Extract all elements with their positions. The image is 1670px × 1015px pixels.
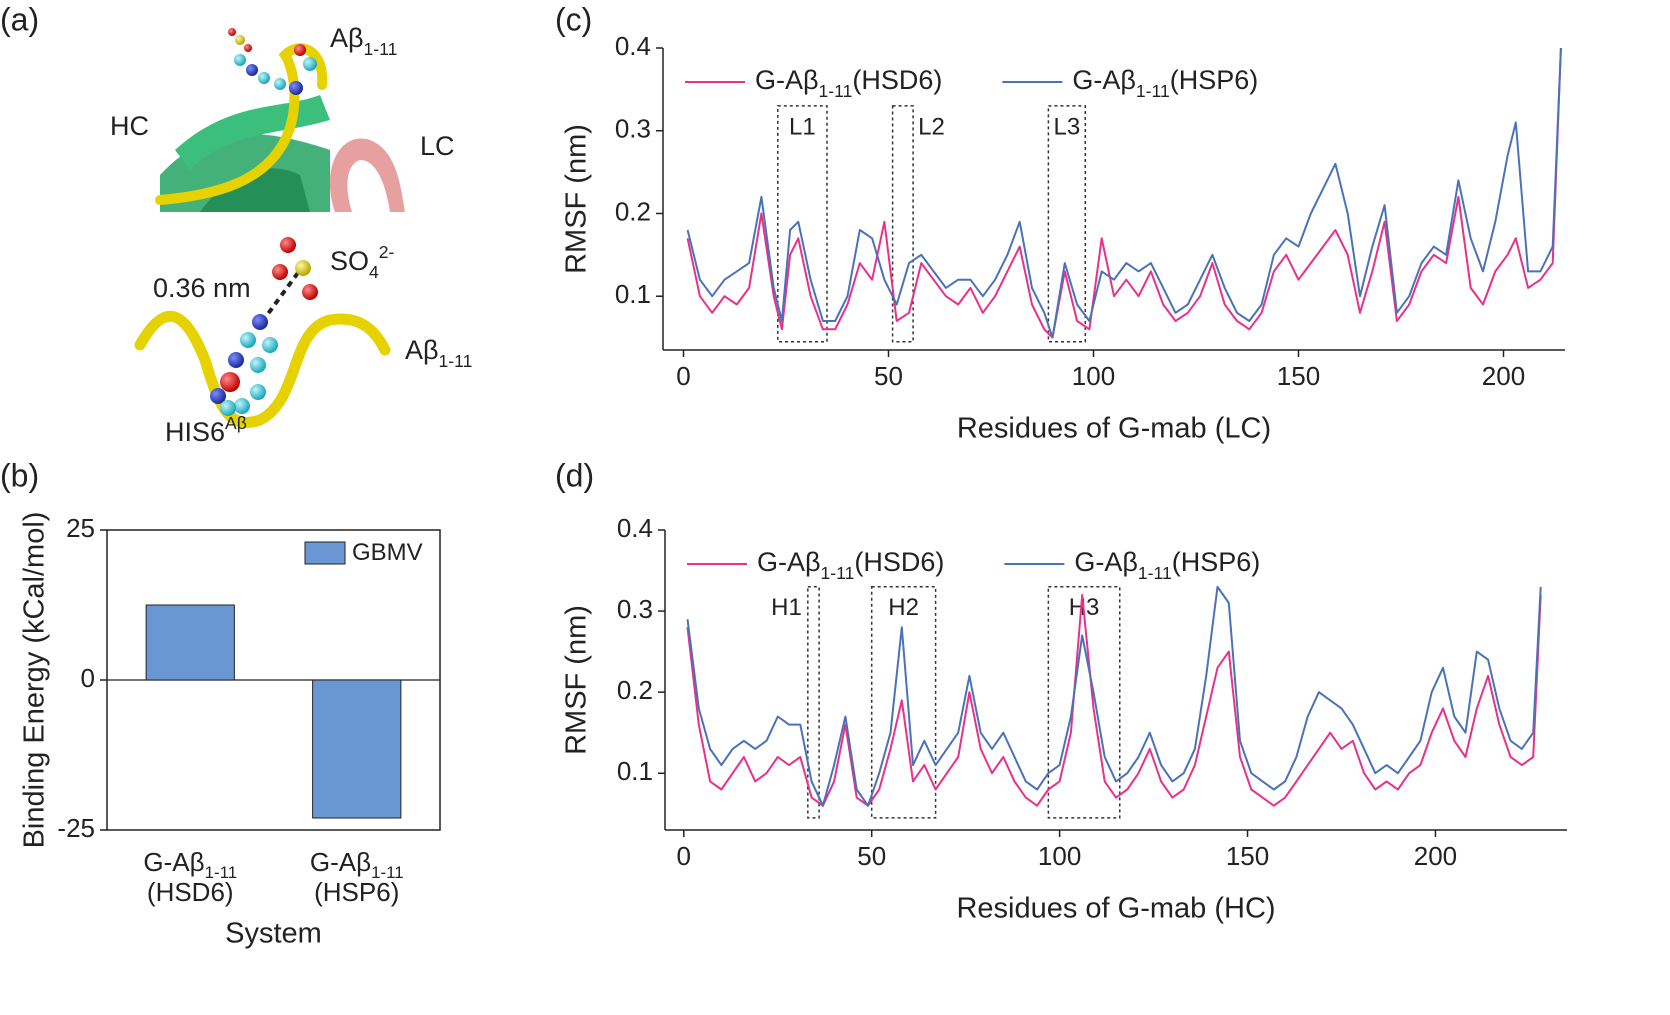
x-tick-label-part: G-Aβ bbox=[143, 847, 204, 877]
structure-label-part: HIS6 bbox=[165, 417, 225, 447]
region-label: H1 bbox=[771, 594, 802, 621]
x-tick-label: 200 bbox=[1414, 841, 1457, 871]
y-tick-label: 0.4 bbox=[617, 513, 653, 543]
region-label: L2 bbox=[918, 113, 945, 140]
x-tick-label: 0 bbox=[676, 361, 690, 391]
y-tick-label: 0.2 bbox=[617, 675, 653, 705]
legend-label-part: G-Aβ bbox=[1072, 65, 1136, 95]
y-tick-label: 0.1 bbox=[617, 756, 653, 786]
panel-label: (b) bbox=[0, 457, 39, 493]
x-axis-title: Residues of G-mab (LC) bbox=[957, 413, 1271, 445]
y-axis-title: RMSF (nm) bbox=[561, 124, 593, 274]
structure-label: HC bbox=[110, 111, 149, 141]
y-tick-label: 0.4 bbox=[615, 31, 651, 61]
region-box bbox=[891, 105, 914, 343]
structure-label: SO42- bbox=[330, 242, 395, 282]
x-tick-label: 0 bbox=[677, 841, 691, 871]
legend-label-part: GBMV bbox=[352, 539, 423, 566]
x-tick-label: 50 bbox=[857, 841, 886, 871]
rmsf-line bbox=[686, 47, 1562, 339]
y-tick-label: -25 bbox=[57, 813, 95, 843]
plot-lines bbox=[686, 585, 1542, 807]
x-tick-label: 100 bbox=[1038, 841, 1081, 871]
bar bbox=[145, 604, 235, 681]
region-box bbox=[870, 586, 937, 819]
plot-lines bbox=[686, 47, 1562, 339]
y-axis-title: RMSF (nm) bbox=[561, 605, 593, 755]
panel-label: (a) bbox=[0, 1, 39, 37]
structure-label-part: 2- bbox=[379, 242, 395, 262]
legend-label-part: 1-11 bbox=[821, 563, 855, 583]
structure-label-part: Aβ bbox=[225, 413, 247, 433]
structure-label-part: SO bbox=[330, 246, 369, 276]
structure-label-part: 4 bbox=[369, 262, 379, 282]
structure-label-part: Aβ bbox=[330, 23, 364, 53]
structure-label-part: 1-11 bbox=[364, 39, 398, 59]
region-box bbox=[777, 105, 828, 343]
x-tick-label: 100 bbox=[1072, 361, 1115, 391]
structure-label-part: 1-11 bbox=[439, 351, 473, 371]
x-axis-title: System bbox=[225, 918, 322, 950]
y-tick-label: 0.3 bbox=[617, 594, 653, 624]
structure-label-part: Aβ bbox=[405, 335, 439, 365]
y-tick-label: 0.3 bbox=[615, 114, 651, 144]
legend-label-part: (HSP6) bbox=[1170, 65, 1259, 95]
bar bbox=[312, 679, 402, 819]
legend-swatch bbox=[304, 541, 346, 565]
legend-label: G-Aβ1-11(HSP6) bbox=[1074, 547, 1260, 583]
x-tick-label-part: G-Aβ bbox=[310, 847, 371, 877]
x-tick-label: 50 bbox=[874, 361, 903, 391]
structure-label: HIS6Aβ bbox=[165, 413, 247, 447]
legend-label: G-Aβ1-11(HSP6) bbox=[1072, 65, 1258, 101]
legend-label-part: (HSD6) bbox=[852, 65, 942, 95]
rmsf-line bbox=[686, 47, 1562, 339]
legend-label: G-Aβ1-11(HSD6) bbox=[755, 65, 942, 101]
legend-label-part: G-Aβ bbox=[757, 547, 821, 577]
legend-label-part: 1-11 bbox=[1138, 563, 1172, 583]
region-box bbox=[1047, 105, 1087, 343]
structure-label-part: LC bbox=[420, 131, 455, 161]
x-tick-label: G-Aβ1-11 bbox=[143, 847, 237, 882]
legend-label-part: G-Aβ bbox=[755, 65, 819, 95]
x-tick-label-part: 1-11 bbox=[205, 863, 238, 882]
panel-label: (d) bbox=[555, 457, 594, 493]
structure-label-part: 0.36 nm bbox=[153, 273, 251, 303]
x-tick-label: 150 bbox=[1277, 361, 1320, 391]
x-tick-label: (HSD6) bbox=[147, 877, 234, 907]
structure-label: Aβ1-11 bbox=[405, 335, 472, 371]
structure-top bbox=[155, 28, 405, 212]
region-box bbox=[1047, 586, 1121, 819]
structure-label-part: HC bbox=[110, 111, 149, 141]
x-tick-label: G-Aβ1-11 bbox=[310, 847, 404, 882]
legend-label-part: (HSD6) bbox=[854, 547, 944, 577]
x-tick-label: 200 bbox=[1482, 361, 1525, 391]
y-tick-label: 0.2 bbox=[615, 196, 651, 226]
x-axis-title: Residues of G-mab (HC) bbox=[956, 893, 1275, 925]
panel-label: (c) bbox=[555, 1, 592, 37]
legend-label-part: 1-11 bbox=[819, 81, 853, 101]
structure-label: LC bbox=[420, 131, 455, 161]
y-axis-title: Binding Energy (kCal/mol) bbox=[19, 512, 51, 849]
y-tick-label: 0 bbox=[81, 663, 95, 693]
y-tick-label: 25 bbox=[66, 513, 95, 543]
structure-label: Aβ1-11 bbox=[330, 23, 397, 59]
region-box bbox=[807, 586, 820, 819]
legend-label-part: 1-11 bbox=[1136, 81, 1170, 101]
region-label: H2 bbox=[888, 594, 919, 621]
legend-label: GBMV bbox=[352, 539, 423, 566]
x-tick-label: 150 bbox=[1226, 841, 1269, 871]
x-tick-label-part: 1-11 bbox=[371, 863, 404, 882]
region-label: L1 bbox=[789, 113, 816, 140]
structure-bottom bbox=[134, 237, 391, 428]
y-tick-label: 0.1 bbox=[615, 279, 651, 309]
rmsf-line bbox=[686, 593, 1542, 807]
legend-label-part: (HSP6) bbox=[1172, 547, 1261, 577]
rmsf-line bbox=[686, 585, 1542, 807]
legend-label-part: G-Aβ bbox=[1074, 547, 1138, 577]
region-label: L3 bbox=[1053, 113, 1080, 140]
x-tick-label: (HSP6) bbox=[314, 877, 399, 907]
structure-label: 0.36 nm bbox=[153, 273, 251, 303]
legend-label: G-Aβ1-11(HSD6) bbox=[757, 547, 944, 583]
